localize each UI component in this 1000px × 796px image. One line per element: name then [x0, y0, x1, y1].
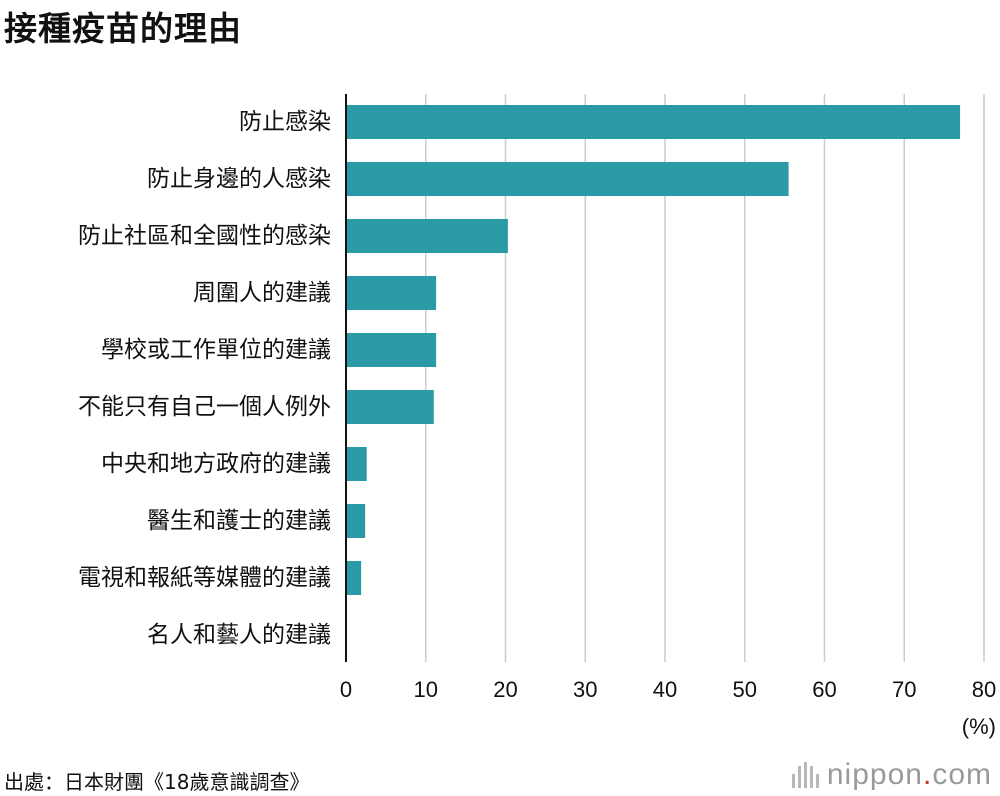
category-label: 周圍人的建議: [193, 280, 331, 306]
category-label: 電視和報紙等媒體的建議: [78, 565, 331, 591]
x-tick-label: 20: [493, 677, 517, 702]
x-tick-label: 30: [573, 677, 597, 702]
category-label: 防止社區和全國性的感染: [78, 223, 331, 249]
unit-label: (%): [962, 714, 996, 739]
bar: [346, 504, 366, 538]
category-label: 防止感染: [239, 109, 331, 135]
bar: [346, 561, 362, 595]
bar: [346, 105, 961, 139]
nippon-logo: nippon.com: [791, 758, 992, 792]
logo-dot: .: [922, 758, 933, 791]
x-tick-label: 40: [653, 677, 677, 702]
x-tick-label: 50: [733, 677, 757, 702]
category-label: 中央和地方政府的建議: [101, 451, 331, 477]
x-tick-label: 60: [812, 677, 836, 702]
category-label: 不能只有自己一個人例外: [78, 394, 331, 420]
category-label: 名人和藝人的建議: [147, 622, 331, 648]
x-tick-label: 80: [972, 677, 996, 702]
logo-tld: com: [932, 758, 992, 791]
bar: [346, 162, 789, 196]
source-note: 出處：日本財團《18歲意識調查》: [4, 770, 310, 794]
logo-name: nippon: [826, 758, 923, 791]
category-label: 防止身邊的人感染: [147, 166, 331, 192]
bar: [346, 333, 437, 367]
bar: [346, 390, 434, 424]
bar: [346, 276, 437, 310]
chart-title: 接種疫苗的理由: [4, 9, 242, 48]
x-tick-label: 10: [414, 677, 438, 702]
bar: [346, 219, 508, 253]
bar: [346, 447, 367, 481]
category-label: 醫生和護士的建議: [147, 508, 331, 534]
category-label: 學校或工作單位的建議: [101, 337, 331, 363]
x-tick-label: 70: [892, 677, 916, 702]
x-tick-label: 0: [340, 677, 352, 702]
logo-mark-icon: [791, 762, 819, 788]
